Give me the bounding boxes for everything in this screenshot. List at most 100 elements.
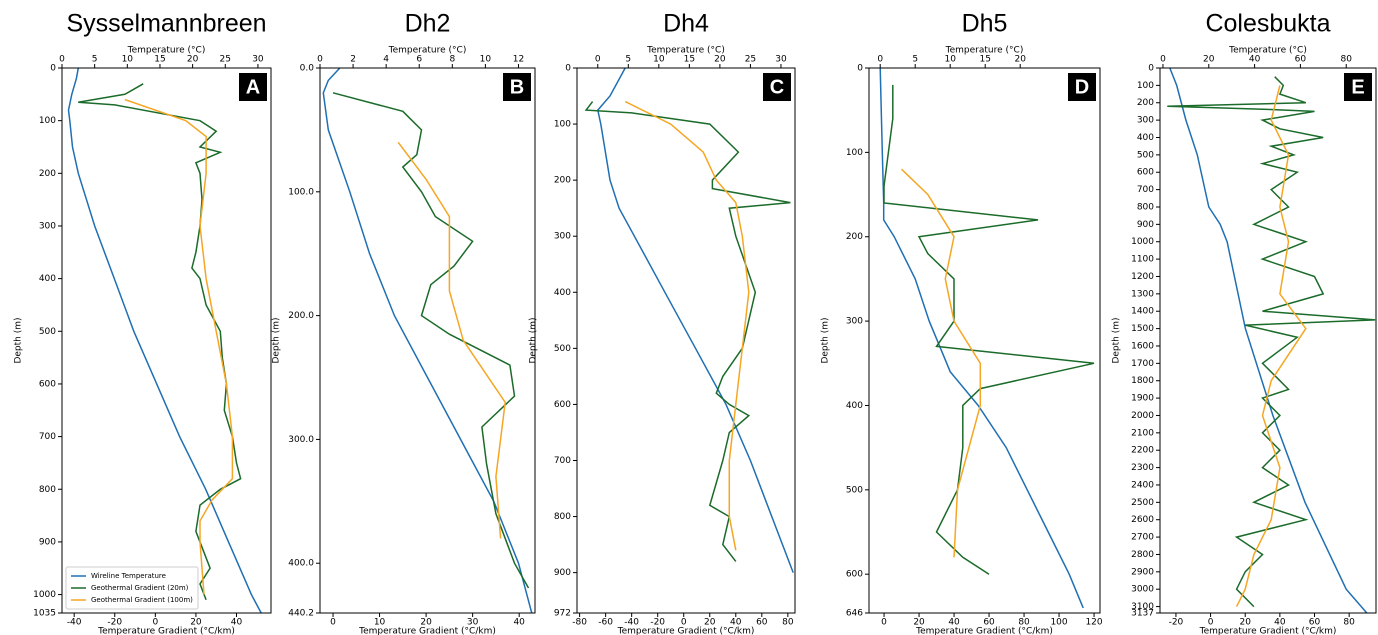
- y-tick-label: 300.0: [288, 435, 314, 445]
- x2-tick-label: 15: [684, 55, 695, 65]
- x-tick-label: -60: [598, 618, 613, 628]
- x2-tick-label: 5: [625, 55, 631, 65]
- x2-axis-label: Temperature (°C): [127, 46, 206, 56]
- y-tick-label: 2700: [1131, 533, 1154, 543]
- x-axis-label: Temperature Gradient (°C/km): [97, 627, 235, 635]
- x-tick-label: 40: [948, 618, 960, 628]
- panel-label: E: [1351, 76, 1364, 98]
- x2-axis-label: Temperature (°C): [646, 46, 725, 56]
- y-tick-label: 1100: [1131, 255, 1154, 265]
- y-tick-label: 100: [39, 116, 56, 126]
- y-axis-label: Depth (m): [529, 317, 539, 363]
- x-tick-label: 80: [1343, 618, 1355, 628]
- x-tick-label: 40: [231, 618, 243, 628]
- y-tick-label: 972: [554, 609, 571, 619]
- y-tick-label: 2300: [1131, 463, 1154, 473]
- x2-tick-label: 20: [1203, 55, 1215, 65]
- series-line: [124, 98, 234, 595]
- x-tick-label: 80: [782, 618, 794, 628]
- y-tick-label: 700: [1137, 185, 1154, 195]
- y-tick-label: 600: [554, 400, 571, 410]
- x2-tick-label: 30: [775, 55, 787, 65]
- y-tick-label: 1000: [33, 590, 56, 600]
- series-line: [624, 100, 750, 551]
- panel-label-box: [1344, 73, 1372, 101]
- series-line: [1169, 68, 1368, 613]
- x2-tick-label: 4: [383, 55, 389, 65]
- x2-tick-label: 60: [1295, 55, 1307, 65]
- y-tick-label: 1700: [1131, 359, 1154, 369]
- chart-title: Dh2: [405, 10, 451, 38]
- x-tick-label: 60: [983, 618, 995, 628]
- x-tick-label: 30: [467, 618, 479, 628]
- x-tick-label: 60: [1309, 618, 1321, 628]
- x2-tick-label: 0: [317, 55, 323, 65]
- x-tick-label: 60: [756, 618, 768, 628]
- y-tick-label: 300: [39, 221, 56, 231]
- x-tick-label: 40: [730, 618, 742, 628]
- y-tick-label: 1035: [33, 609, 56, 619]
- plot-frame: [61, 67, 272, 614]
- x2-tick-label: 15: [154, 55, 165, 65]
- x2-tick-label: 25: [745, 55, 756, 65]
- panel-label-box: [1068, 73, 1096, 101]
- x-tick-label: 0: [152, 618, 158, 628]
- x-tick-label: 0: [1208, 618, 1214, 628]
- x-tick-label: 20: [1239, 618, 1251, 628]
- y-tick-label: 100: [554, 120, 571, 130]
- y-tick-label: 2000: [1131, 411, 1154, 421]
- x2-tick-label: 0: [877, 55, 883, 65]
- x2-tick-label: 0: [595, 55, 601, 65]
- y-tick-label: 900: [1137, 220, 1154, 230]
- series-line: [78, 83, 242, 601]
- x-axis-label: Temperature Gradient (°C/km): [617, 627, 755, 635]
- x2-axis-label: Temperature (°C): [945, 46, 1024, 56]
- x-tick-label: -20: [650, 618, 665, 628]
- y-axis-label: Depth (m): [272, 317, 282, 363]
- y-tick-label: 600: [1137, 168, 1154, 178]
- x2-tick-label: 5: [92, 55, 98, 65]
- panel-label-box: [503, 73, 531, 101]
- y-tick-label: 2500: [1131, 498, 1154, 508]
- series-line: [883, 84, 1095, 575]
- y-tick-label: 400: [39, 274, 56, 284]
- y-tick-label: 400: [554, 288, 571, 298]
- y-tick-label: 2100: [1131, 428, 1154, 438]
- plot-frame: [868, 67, 1101, 614]
- y-tick-label: 2800: [1131, 550, 1154, 560]
- x2-tick-label: 20: [187, 55, 199, 65]
- y-tick-label: 2600: [1131, 515, 1154, 525]
- y-tick-label: 3000: [1131, 585, 1154, 595]
- x2-axis-label: Temperature (°C): [1228, 46, 1307, 56]
- y-tick-label: 3100: [1131, 602, 1154, 612]
- y-tick-label: 900: [39, 537, 56, 547]
- y-tick-label: 800: [39, 485, 56, 495]
- x2-tick-label: 2: [350, 55, 356, 65]
- x-tick-label: 120: [1085, 618, 1102, 628]
- y-tick-label: 2200: [1131, 446, 1154, 456]
- x-tick-label: 0: [881, 618, 887, 628]
- y-tick-label: 0: [1148, 64, 1154, 74]
- x-tick-label: 0: [330, 618, 336, 628]
- panel-label: A: [246, 76, 260, 98]
- x-tick-label: 20: [913, 618, 925, 628]
- chart-title: Colesbukta: [1205, 10, 1330, 38]
- x-tick-label: 0: [681, 618, 687, 628]
- x-tick-label: 100: [1050, 618, 1067, 628]
- plot-frame: [576, 67, 796, 614]
- x2-tick-label: 15: [979, 55, 990, 65]
- series-line: [67, 68, 262, 613]
- x-axis-label: Temperature Gradient (°C/km): [1199, 627, 1337, 635]
- legend-label: Geothermal Gradient (100m): [91, 596, 193, 604]
- legend-box: [65, 566, 199, 610]
- plot-frame: [1159, 67, 1377, 614]
- series-line: [1235, 85, 1307, 607]
- x-axis-label: Temperature Gradient (°C/km): [358, 627, 496, 635]
- y-tick-label: 1600: [1131, 341, 1154, 351]
- y-tick-label: 200: [554, 176, 571, 186]
- panel-label: B: [510, 76, 524, 98]
- y-tick-label: 300: [1137, 116, 1154, 126]
- panel-label-box: [239, 73, 267, 101]
- y-tick-label: 600: [846, 570, 863, 580]
